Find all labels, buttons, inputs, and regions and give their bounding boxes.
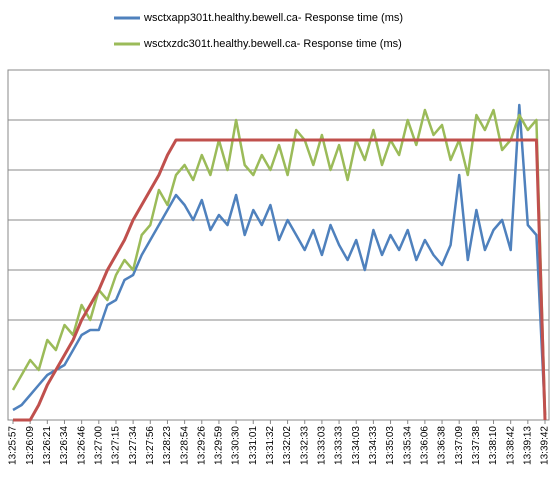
x-tick-label: 13:34:03	[351, 426, 362, 465]
x-tick-label: 13:27:56	[145, 426, 156, 465]
x-tick-label: 13:28:23	[162, 426, 173, 465]
x-tick-label: 13:27:00	[93, 426, 104, 465]
plot-area	[7, 69, 550, 421]
x-tick-label: 13:32:33	[299, 426, 310, 465]
x-tick-label: 13:27:15	[111, 426, 122, 465]
x-tick-label: 13:36:06	[420, 426, 431, 465]
series-line	[12, 103, 547, 416]
x-tick-label: 13:38:10	[488, 426, 499, 465]
x-tick-label: 13:26:09	[25, 426, 36, 465]
series-line	[11, 108, 547, 416]
x-tick-label: 13:26:46	[76, 426, 87, 465]
x-tick-label: 13:38:42	[505, 426, 516, 465]
x-tick-label: 13:29:26	[196, 426, 207, 465]
x-tick-label: 13:39:42	[540, 426, 550, 465]
x-tick-label: 13:28:54	[179, 426, 190, 465]
x-tick-label: 13:34:33	[368, 426, 379, 465]
x-tick-label: 13:27:34	[128, 426, 139, 465]
x-tick-label: 13:31:32	[265, 426, 276, 465]
x-tick-label: 13:29:59	[214, 426, 225, 465]
x-tick-label: 13:30:30	[231, 426, 242, 465]
x-tick-label: 13:36:38	[437, 426, 448, 465]
x-tick-label: 13:35:03	[385, 426, 396, 465]
x-tick-label: 13:39:13	[522, 426, 533, 465]
x-tick-label: 13:35:34	[402, 426, 413, 465]
x-tick-label: 13:25:57	[8, 426, 19, 465]
legend-label: wsctxzdc301t.healthy.bewell.ca- Response…	[143, 38, 402, 50]
x-tick-label: 13:37:09	[454, 426, 465, 465]
legend-label: wsctxapp301t.healthy.bewell.ca- Response…	[143, 12, 403, 24]
x-tick-label: 13:33:33	[334, 426, 345, 465]
x-tick-label: 13:37:38	[471, 426, 482, 465]
x-tick-label: 13:31:01	[248, 426, 259, 465]
x-tick-label: 13:32:02	[282, 426, 293, 465]
x-tick-label: 13:33:03	[317, 426, 328, 465]
x-tick-label: 13:26:21	[42, 426, 53, 465]
x-tick-label: 13:26:34	[59, 426, 70, 465]
series-line	[13, 138, 547, 422]
